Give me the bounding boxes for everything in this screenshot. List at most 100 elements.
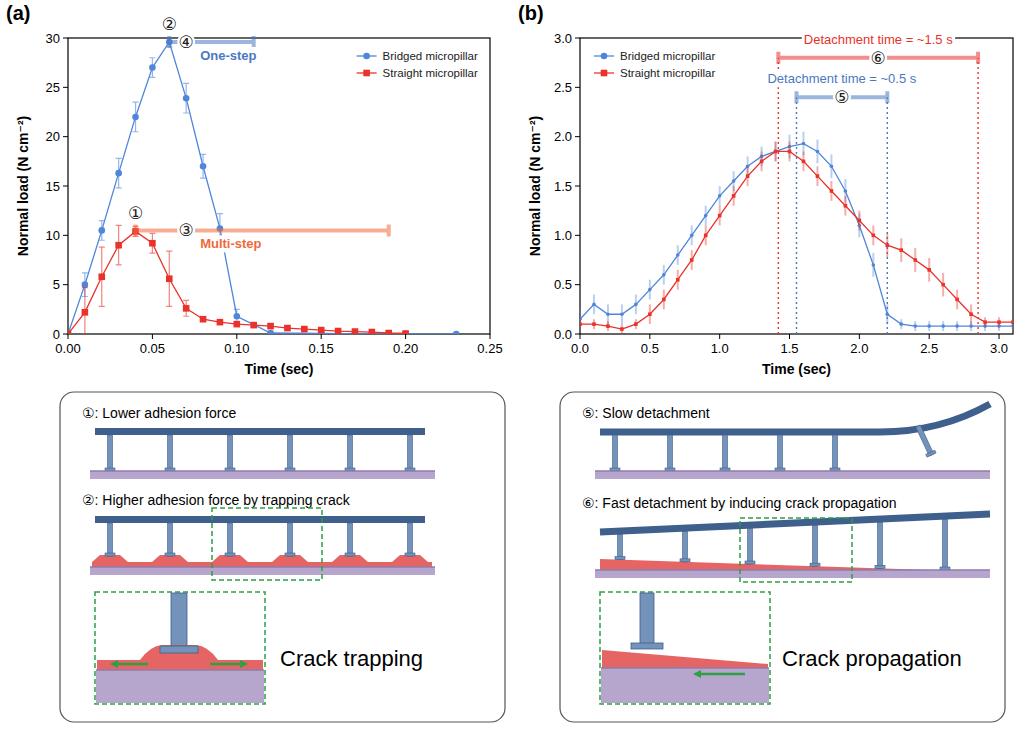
series: [68, 225, 409, 334]
data-point: [983, 320, 987, 324]
data-point: [830, 189, 834, 193]
diagram-frame: [60, 392, 505, 722]
x-tick: [999, 334, 1000, 339]
x-axis-title: Time (sec): [245, 361, 314, 377]
point-label: ①: [128, 204, 143, 223]
legend-swatch: [363, 53, 370, 60]
data-point: [955, 298, 959, 302]
inset-highlight: [212, 508, 322, 580]
span-label: ④: [179, 33, 194, 52]
error-bar: [719, 206, 721, 226]
legend: Bridged micropillarStraight micropillar: [594, 50, 715, 79]
error-bar: [677, 270, 679, 290]
data-point: [402, 330, 409, 334]
annotations: ④One-step③Multi-step①②: [128, 15, 389, 252]
data-point: [592, 303, 596, 307]
diagram-caption: ①: Lower adhesion force: [82, 405, 236, 421]
pillar: [348, 435, 353, 471]
plot-area: [68, 38, 460, 334]
detached-pillar: [913, 424, 936, 457]
span-label-patch: [869, 49, 887, 67]
data-point: [690, 234, 694, 238]
arrow: [112, 663, 148, 666]
data-point: [760, 160, 764, 164]
error-bar: [116, 225, 122, 264]
y-tick: [575, 235, 580, 236]
error-bar: [886, 233, 888, 257]
pillar-tip: [810, 563, 820, 566]
crack-layer: [92, 555, 432, 567]
data-point: [82, 281, 89, 288]
inset-pillar: [171, 593, 187, 648]
pillar: [408, 523, 413, 556]
span-label-patch: [833, 88, 851, 106]
substrate-edge: [90, 566, 435, 568]
error-bar: [649, 280, 651, 300]
pillar-tip: [165, 553, 175, 556]
x-tick: [236, 334, 237, 339]
data-point: [250, 322, 257, 329]
error-bar: [761, 151, 763, 171]
data-point: [746, 174, 750, 178]
pillar: [228, 523, 233, 556]
pillar: [833, 435, 838, 471]
error-bar: [844, 196, 846, 216]
legend-swatch: [601, 53, 608, 60]
figure: (a)0510152025300.000.050.100.150.200.25T…: [0, 0, 1025, 729]
inset-label: Crack propagation: [782, 646, 962, 671]
span-text: Detachment time = ~1.5 s: [804, 32, 953, 47]
data-point: [816, 150, 820, 154]
pillar: [668, 435, 673, 471]
span-label-patch: [177, 221, 195, 239]
data-point: [844, 204, 848, 208]
error-bar: [998, 317, 1000, 327]
span-label-patch: [177, 33, 195, 51]
data-point: [620, 312, 624, 316]
plot-frame: [580, 38, 1013, 334]
substrate-edge: [90, 470, 435, 472]
error-bar: [942, 273, 944, 297]
span-guide: [778, 58, 779, 334]
error-bar: [649, 304, 651, 324]
error-bar: [705, 225, 707, 245]
substrate-edge: [601, 667, 769, 669]
point-label: ②: [162, 15, 177, 34]
arrow: [210, 663, 246, 666]
x-tick: [68, 334, 69, 339]
pillar: [613, 435, 618, 471]
y-tick-label: 0.0: [554, 327, 572, 342]
x-tick-label: 0.20: [393, 341, 418, 356]
data-point: [662, 273, 666, 277]
error-bar: [1012, 317, 1013, 327]
substrate-edge: [595, 470, 990, 472]
pillar: [108, 435, 113, 471]
y-tick: [63, 186, 68, 187]
data-point: [802, 160, 806, 164]
error-bar: [942, 321, 944, 331]
x-tick: [321, 334, 322, 339]
annotations: ⑥Detachment time = ~1.5 s⑤Detachment tim…: [765, 31, 978, 107]
data-point: [718, 194, 722, 198]
beam: [95, 516, 425, 523]
data-point: [690, 258, 694, 262]
data-point: [704, 214, 708, 218]
series-line: [68, 231, 406, 334]
data-point: [606, 312, 610, 316]
x-tick-label: 0.10: [224, 341, 249, 356]
pillar: [916, 425, 934, 456]
panel-label: (a): [6, 2, 30, 24]
substrate: [601, 668, 769, 703]
data-point: [606, 324, 610, 328]
x-tick-label: 0.5: [641, 341, 659, 356]
span-guide: [977, 58, 978, 334]
error-bar: [580, 319, 581, 329]
data-point: [774, 150, 778, 154]
data-point: [217, 319, 224, 326]
error-bar: [691, 225, 693, 245]
error-bar: [593, 295, 595, 315]
data-point: [676, 278, 680, 282]
legend: Bridged micropillarStraight micropillar: [357, 50, 478, 79]
substrate: [90, 567, 435, 575]
error-bar: [872, 225, 874, 245]
data-point: [183, 95, 190, 102]
